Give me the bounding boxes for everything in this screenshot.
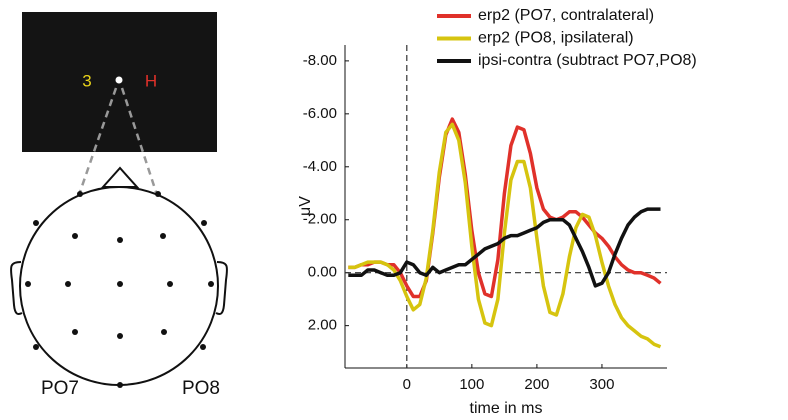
electrode [117,281,123,287]
y-axis-label: μV [297,196,314,216]
electrode [77,191,83,197]
series-line [348,207,661,288]
y-tick-label: 2.00 [308,317,337,334]
right-ear [215,261,228,315]
electrode [25,281,31,287]
zoom-line [120,87,158,193]
y-tick-label: -8.00 [303,52,337,69]
electrode [155,191,161,197]
y-tick-label: -2.00 [303,211,337,228]
electrode [201,220,207,226]
electrode [167,281,173,287]
electrode [161,329,167,335]
electrode-label: PO8 [182,378,220,399]
legend-label: erp2 (PO7, contralateral) [478,7,654,24]
electrode [160,233,166,239]
electrode [200,344,206,350]
x-tick-label: 200 [524,376,549,393]
left-ear [10,261,23,315]
x-tick-label: 300 [589,376,614,393]
electrode-label: PO7 [41,378,79,399]
y-tick-label: 0.00 [308,264,337,281]
electrode [65,281,71,287]
electrode [72,233,78,239]
nose [100,166,140,188]
x-tick-label: 100 [459,376,484,393]
fixation-dot [115,76,123,84]
electrode [208,281,214,287]
electrode [117,333,123,339]
y-tick-label: -6.00 [303,105,337,122]
series-line [348,122,662,349]
legend-label: erp2 (PO8, ipsilateral) [478,30,634,47]
head [10,166,228,386]
legend-label: ipsi-contra (subtract PO7,PO8) [478,52,697,69]
x-axis-label: time in ms [470,400,543,417]
zoom-line [78,87,118,193]
electrodes [25,191,214,388]
stimulus-left: 3 [82,71,91,90]
electrode [33,220,39,226]
y-tick-label: -4.00 [303,158,337,175]
electrode [117,237,123,243]
electrode [72,329,78,335]
electrode [33,344,39,350]
x-tick-label: 0 [403,376,411,393]
stimulus-right: H [145,71,157,90]
electrode [117,382,123,388]
